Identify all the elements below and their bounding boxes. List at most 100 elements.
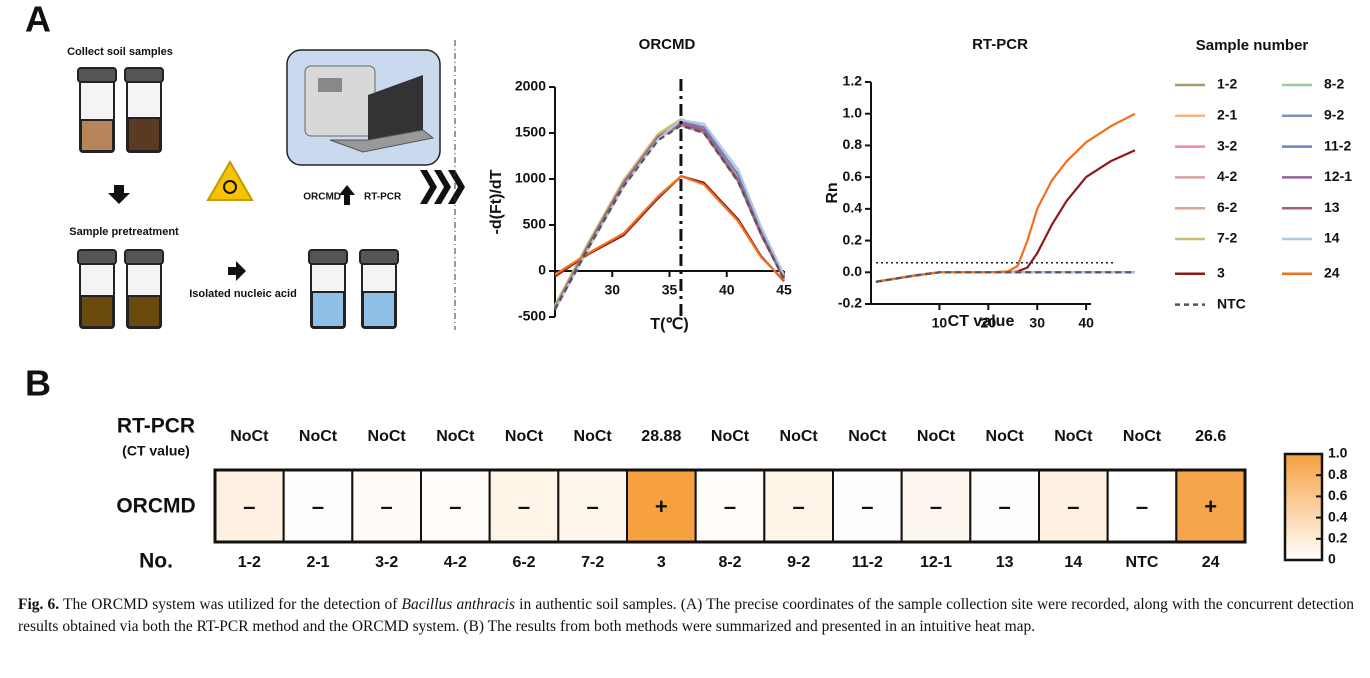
colorbar-label: 0.8 — [1328, 466, 1348, 482]
legend-label: 6-2 — [1217, 199, 1237, 215]
heat-cell — [1038, 469, 1109, 543]
pretreated-vials — [77, 249, 164, 329]
legend-label: 11-2 — [1324, 137, 1351, 153]
arrow — [228, 261, 246, 281]
legend-label: 13 — [1324, 199, 1340, 215]
caption-species: Bacillus anthracis — [401, 596, 516, 613]
colorbar-label: 0.6 — [1328, 487, 1348, 503]
chevrons — [420, 170, 465, 204]
y-tick-label: 0.6 — [843, 168, 863, 184]
orcmd-result: – — [381, 494, 393, 519]
series-line — [875, 271, 1135, 283]
x-tick-label: 20 — [981, 315, 997, 331]
step-label: Collect soil samples — [67, 46, 173, 58]
y-tick-label: -0.2 — [838, 295, 862, 311]
ct-value: NoCt — [505, 428, 544, 445]
series-line — [554, 175, 785, 282]
caption-text: The ORCMD system was utilized for the de… — [59, 596, 402, 613]
orcmd-result: – — [449, 494, 461, 519]
y-tick-label: 1.2 — [843, 73, 863, 89]
sample-number: 3 — [657, 554, 666, 571]
y-tick-label: 500 — [523, 216, 547, 232]
x-tick-label: 40 — [719, 282, 735, 298]
heat-cell — [832, 469, 903, 543]
x-tick-label: 30 — [1029, 315, 1045, 331]
panel-label: B — [25, 363, 51, 404]
legend-label: 3 — [1217, 265, 1225, 281]
instrument — [286, 49, 441, 166]
ct-value: NoCt — [711, 428, 750, 445]
ct-value: 28.88 — [641, 428, 681, 445]
ct-value: NoCt — [1123, 428, 1162, 445]
step-label: Isolated nucleic acid — [189, 288, 297, 300]
caption-text: in authentic soil samples. (A) The preci… — [18, 596, 1354, 635]
series-line — [875, 271, 1135, 283]
orcmd-result: + — [655, 494, 668, 519]
legend-label: 4-2 — [1217, 168, 1237, 184]
series-line — [875, 271, 1135, 283]
y-tick-label: 1000 — [515, 170, 546, 186]
series-line — [875, 271, 1135, 283]
chart-title: ORCMD — [639, 36, 696, 53]
colorbar-label: 1.0 — [1328, 445, 1348, 461]
orcmd-result: – — [312, 494, 324, 519]
sample-number: 12-1 — [920, 554, 952, 571]
chart-title: RT-PCR — [972, 36, 1028, 53]
ct-value: NoCt — [436, 428, 475, 445]
legend-label: 7-2 — [1217, 230, 1237, 246]
colorbar — [1283, 452, 1324, 562]
panel-label: A — [25, 0, 51, 40]
series-line — [875, 271, 1135, 283]
orcmd-result: – — [243, 494, 255, 519]
ct-value: NoCt — [368, 428, 407, 445]
legend-label: 3-2 — [1217, 137, 1237, 153]
series-line — [554, 119, 785, 307]
series-line — [554, 120, 785, 309]
arrow — [108, 185, 130, 204]
heat-cell — [1175, 469, 1247, 543]
arrow — [339, 185, 355, 205]
series-line — [875, 271, 1135, 283]
colorbar-label: 0.4 — [1328, 508, 1348, 524]
series-line — [875, 271, 1135, 283]
orcmd-result: – — [999, 494, 1011, 519]
colorbar-label: 0 — [1328, 551, 1336, 567]
series-line — [554, 175, 785, 281]
colorbar-label: 0.2 — [1328, 530, 1348, 546]
y-tick-label: -500 — [518, 308, 546, 324]
orcmd-result: + — [1204, 494, 1217, 519]
legend-label: 12-1 — [1324, 168, 1352, 184]
row-label: ORCMD — [116, 495, 195, 518]
y-tick-label: 0 — [538, 262, 546, 278]
legend-label: 24 — [1324, 265, 1340, 281]
legend-label: 9-2 — [1324, 107, 1344, 123]
x-tick-label: 30 — [604, 282, 620, 298]
heat-cell — [1106, 469, 1178, 543]
y-axis-label: Rn — [824, 182, 841, 203]
x-axis-label: T(℃) — [650, 316, 688, 333]
series-line — [875, 271, 1135, 283]
sample-number: 1-2 — [238, 554, 261, 571]
orcmd-result: – — [724, 494, 736, 519]
sample-number: 13 — [996, 554, 1014, 571]
sample-number: 24 — [1202, 554, 1220, 571]
ct-value: NoCt — [574, 428, 613, 445]
x-tick-label: 40 — [1078, 315, 1094, 331]
legend-label: 2-1 — [1217, 107, 1237, 123]
heatmap-border — [213, 468, 1247, 544]
sample-number: 3-2 — [375, 554, 398, 571]
method-label: RT-PCR — [364, 192, 402, 203]
sample-number: 4-2 — [444, 554, 467, 571]
sample-number: NTC — [1126, 554, 1159, 571]
row-label: (CT value) — [122, 443, 190, 459]
series-line — [554, 120, 785, 308]
series-line — [554, 121, 785, 309]
biohazard-symbol — [223, 180, 237, 194]
legend-label: 14 — [1324, 230, 1340, 246]
series-line — [554, 122, 785, 309]
y-tick-label: 0.2 — [843, 231, 863, 247]
series-line — [554, 124, 785, 311]
series-line — [875, 271, 1135, 283]
series-line — [875, 271, 1135, 283]
